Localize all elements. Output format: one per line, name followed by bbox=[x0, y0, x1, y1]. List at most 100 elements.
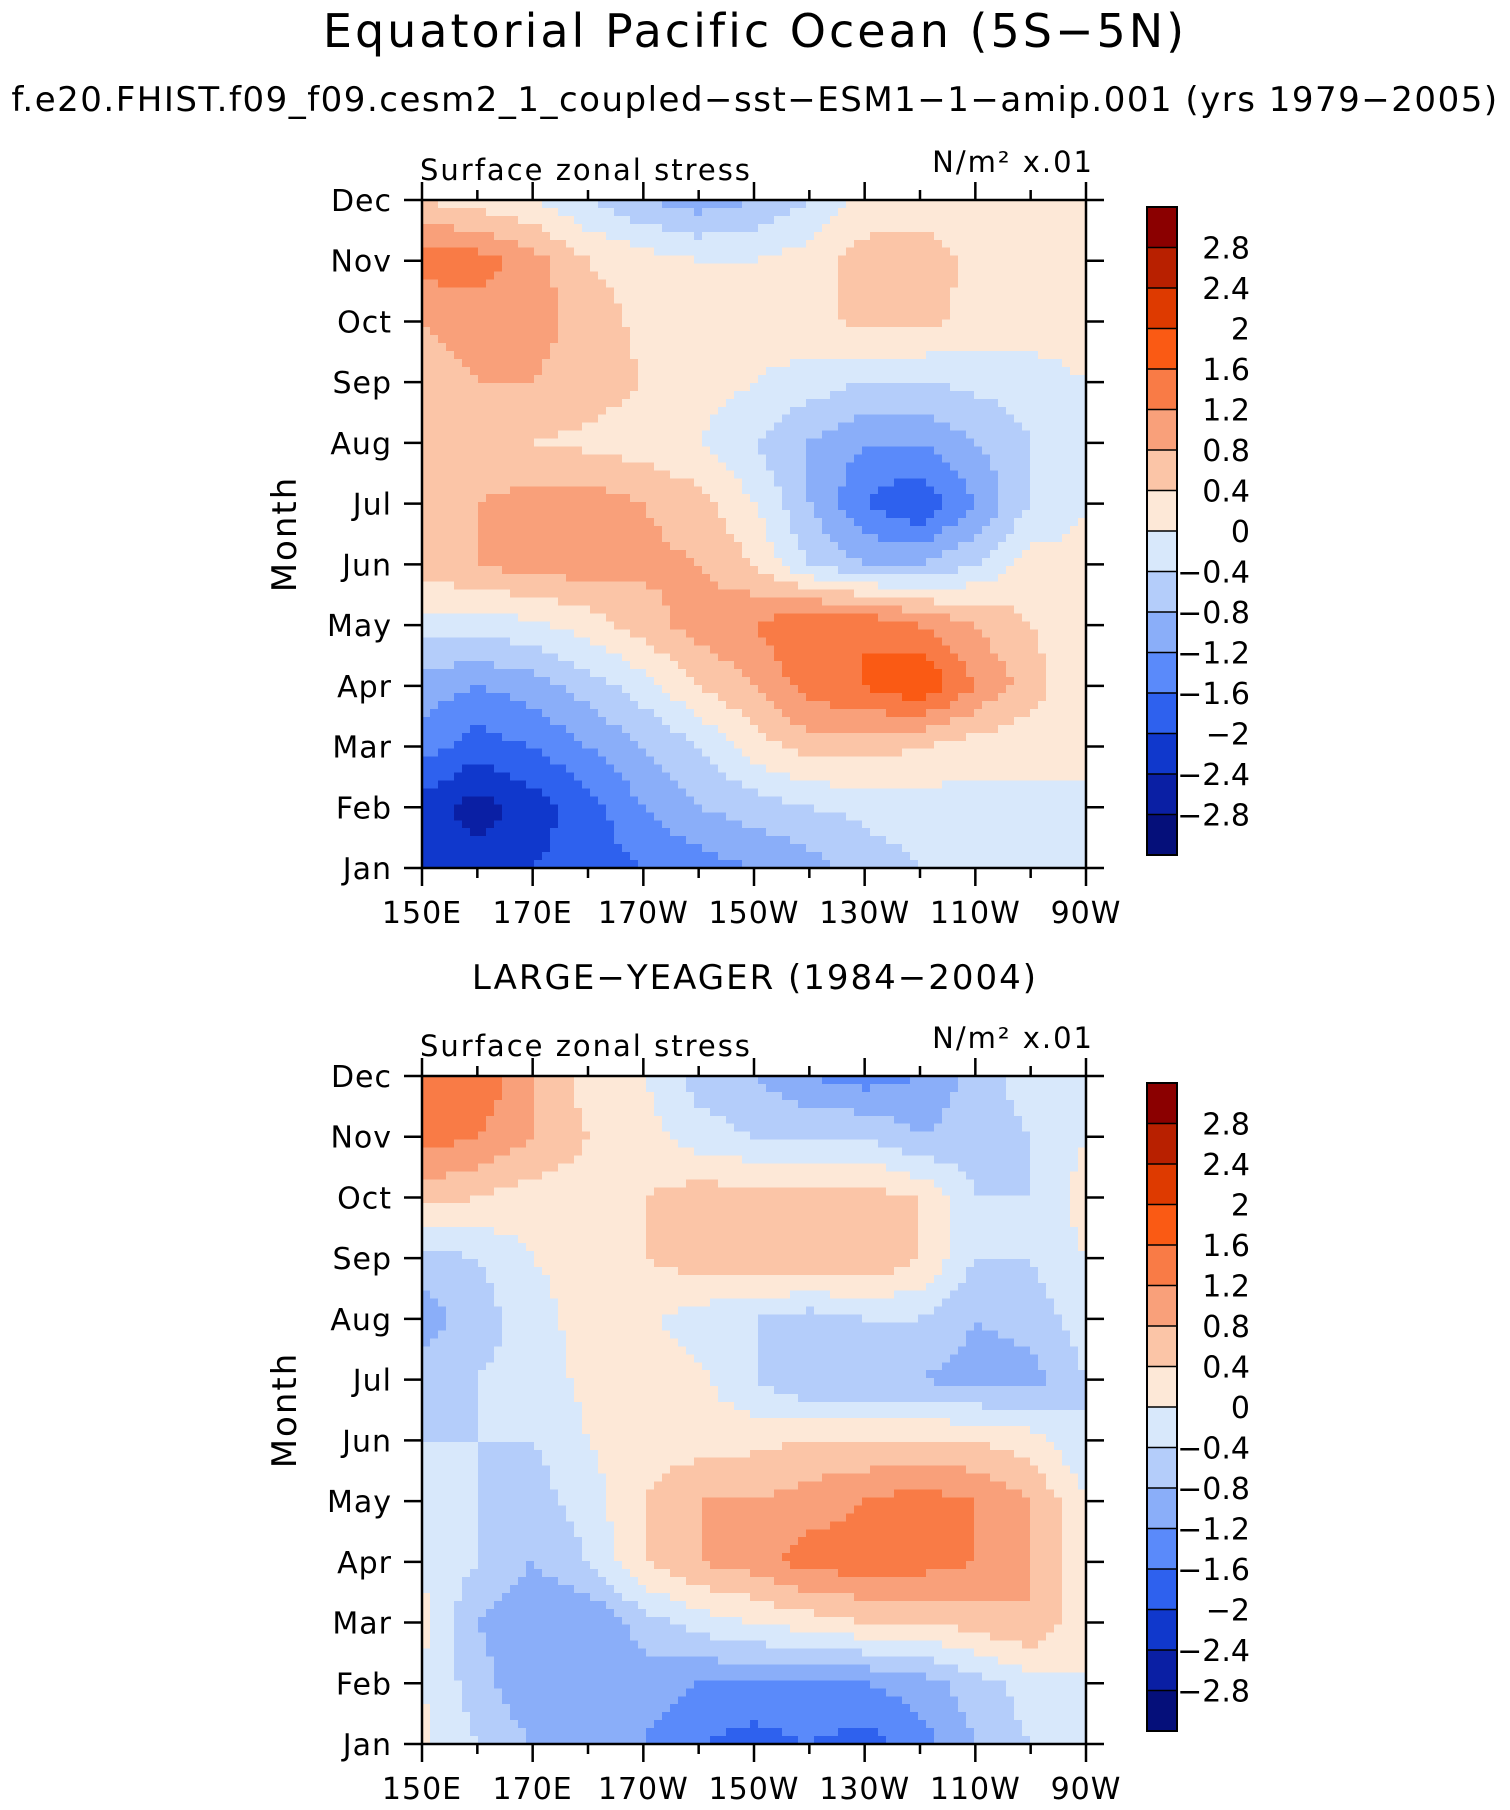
contour-cell bbox=[550, 478, 559, 487]
contour-cell bbox=[558, 271, 567, 281]
contour-cell bbox=[862, 573, 871, 583]
contour-cell bbox=[742, 446, 751, 456]
contour-cell bbox=[838, 390, 847, 400]
contour-cell bbox=[1014, 398, 1023, 408]
contour-cell bbox=[1062, 462, 1071, 471]
contour-cell bbox=[870, 295, 879, 304]
contour-cell bbox=[910, 398, 919, 408]
contour-cell bbox=[510, 486, 519, 495]
contour-cell bbox=[966, 597, 975, 607]
contour-cell bbox=[558, 589, 567, 599]
contour-cell bbox=[734, 581, 743, 591]
contour-cell bbox=[926, 581, 935, 591]
contour-cell bbox=[438, 534, 447, 543]
contour-cell bbox=[734, 565, 743, 575]
contour-cell bbox=[918, 557, 927, 567]
contour-cell bbox=[862, 645, 871, 654]
contour-cell bbox=[750, 231, 759, 241]
contour-cell bbox=[806, 200, 815, 209]
contour-cell bbox=[1014, 311, 1023, 320]
contour-cell bbox=[990, 526, 999, 535]
contour-cell bbox=[862, 462, 871, 471]
contour-cell bbox=[926, 311, 935, 320]
contour-cell bbox=[774, 454, 783, 464]
contour-cell bbox=[958, 629, 967, 638]
contour-cell bbox=[990, 406, 999, 416]
contour-cell bbox=[518, 613, 527, 623]
contour-cell bbox=[694, 661, 703, 670]
contour-cell bbox=[774, 645, 783, 654]
contour-cell bbox=[510, 422, 519, 432]
contour-cell bbox=[462, 430, 471, 440]
contour-cell bbox=[782, 462, 791, 471]
contour-cell bbox=[958, 239, 967, 249]
contour-cell bbox=[1014, 390, 1023, 400]
contour-cell bbox=[1014, 255, 1023, 265]
contour-cell bbox=[486, 629, 495, 638]
contour-cell bbox=[910, 287, 919, 297]
contour-cell bbox=[806, 637, 815, 646]
contour-cell bbox=[870, 486, 879, 495]
contour-cell bbox=[1014, 295, 1023, 304]
contour-cell bbox=[790, 589, 799, 599]
contour-cell bbox=[1070, 541, 1079, 551]
contour-cell bbox=[934, 303, 943, 312]
contour-cell bbox=[958, 231, 967, 241]
contour-cell bbox=[550, 430, 559, 440]
contour-cell bbox=[1006, 510, 1015, 519]
contour-cell bbox=[662, 454, 671, 464]
contour-cell bbox=[918, 335, 927, 344]
contour-cell bbox=[942, 319, 951, 328]
contour-cell bbox=[518, 454, 527, 464]
contour-cell bbox=[726, 494, 735, 503]
contour-cell bbox=[494, 677, 503, 686]
contour-cell bbox=[726, 319, 735, 328]
contour-cell bbox=[702, 613, 711, 623]
contour-cell bbox=[566, 526, 575, 535]
contour-cell bbox=[590, 502, 599, 511]
contour-cell bbox=[1070, 502, 1079, 511]
contour-cell bbox=[782, 351, 791, 360]
contour-cell bbox=[782, 430, 791, 440]
contour-cell bbox=[486, 605, 495, 615]
contour-cell bbox=[998, 661, 1007, 670]
contour-cell bbox=[934, 263, 943, 273]
contour-cell bbox=[534, 494, 543, 503]
contour-cell bbox=[982, 438, 991, 448]
contour-cell bbox=[598, 343, 607, 352]
contour-cell bbox=[798, 470, 807, 479]
contour-cell bbox=[894, 406, 903, 416]
contour-cell bbox=[574, 653, 583, 662]
contour-cell bbox=[918, 494, 927, 503]
contour-cell bbox=[862, 486, 871, 495]
contour-cell bbox=[830, 343, 839, 352]
contour-cell bbox=[550, 454, 559, 464]
contour-cell bbox=[1078, 319, 1087, 328]
contour-cell bbox=[614, 549, 623, 559]
contour-cell bbox=[486, 359, 495, 368]
contour-cell bbox=[542, 661, 551, 670]
contour-cell bbox=[510, 200, 519, 209]
contour-cell bbox=[1078, 414, 1087, 424]
contour-cell bbox=[630, 247, 639, 257]
contour-cell bbox=[558, 319, 567, 328]
contour-cell bbox=[734, 200, 743, 209]
contour-cell bbox=[1062, 422, 1071, 432]
contour-cell bbox=[678, 478, 687, 487]
contour-cell bbox=[942, 502, 951, 511]
contour-cell bbox=[622, 247, 631, 257]
contour-cell bbox=[638, 629, 647, 638]
contour-cell bbox=[566, 295, 575, 304]
contour-cell bbox=[734, 502, 743, 511]
contour-cell bbox=[974, 581, 983, 591]
contour-cell bbox=[798, 295, 807, 304]
contour-cell bbox=[830, 478, 839, 487]
contour-cell bbox=[966, 287, 975, 297]
contour-cell bbox=[678, 398, 687, 408]
contour-cell bbox=[1062, 200, 1071, 209]
contour-cell bbox=[726, 382, 735, 392]
contour-cell bbox=[1030, 494, 1039, 503]
contour-cell bbox=[830, 494, 839, 503]
contour-cell bbox=[550, 589, 559, 599]
